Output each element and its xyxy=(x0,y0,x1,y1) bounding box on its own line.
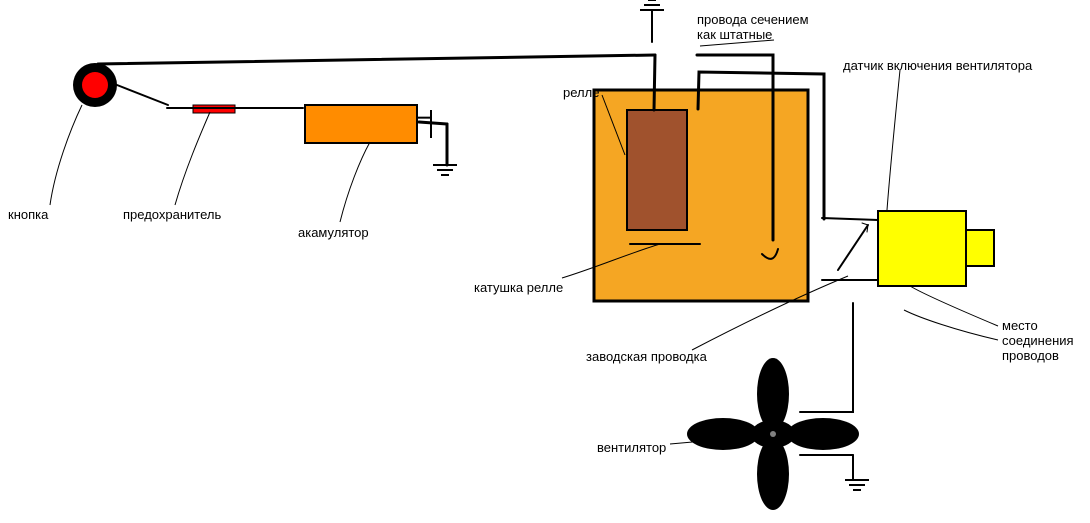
label-wire-junction: место соединения проводов xyxy=(1002,318,1074,363)
leader-line xyxy=(175,112,210,205)
leader-line xyxy=(340,142,370,222)
fan-blade xyxy=(787,418,859,450)
leader-line xyxy=(904,310,998,340)
wire xyxy=(838,225,868,270)
leader-line xyxy=(887,70,900,210)
wire xyxy=(800,303,853,412)
label-relay-coil: катушка релле xyxy=(474,280,563,295)
fan-blade xyxy=(757,438,789,510)
wire xyxy=(822,218,878,220)
fan-blade xyxy=(757,358,789,430)
battery xyxy=(305,105,417,143)
label-fuse: предохранитель xyxy=(123,207,221,222)
label-button: кнопка xyxy=(8,207,48,222)
fan-sensor-tip xyxy=(966,230,994,266)
button-inner xyxy=(82,72,108,98)
wire xyxy=(98,55,655,64)
fan-sensor-body xyxy=(878,211,966,286)
relay-coil xyxy=(627,110,687,230)
fan-hub-dot xyxy=(770,431,776,437)
wire xyxy=(654,55,655,110)
label-battery: акамулятор xyxy=(298,225,369,240)
diagram-canvas xyxy=(0,0,1090,523)
label-fan-sensor: датчик включения вентилятора xyxy=(843,58,1032,73)
wire xyxy=(419,122,447,124)
fan-blade xyxy=(687,418,759,450)
label-wires-gauge: провода сечением как штатные xyxy=(697,12,809,42)
wire xyxy=(117,85,168,105)
leader-line xyxy=(50,105,82,205)
label-factory-wiring: заводская проводка xyxy=(586,349,707,364)
label-fan: вентилятор xyxy=(597,440,666,455)
label-relay: релле xyxy=(563,85,599,100)
leader-line xyxy=(910,286,998,326)
